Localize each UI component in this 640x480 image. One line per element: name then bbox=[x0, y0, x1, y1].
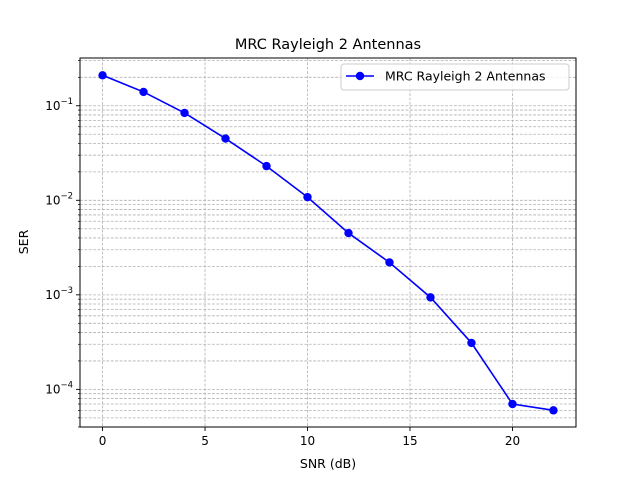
legend: MRC Rayleigh 2 Antennas bbox=[340, 63, 570, 91]
series-layer bbox=[98, 71, 558, 415]
y-tick-label: 10−4 bbox=[45, 380, 73, 396]
x-tick-label: 20 bbox=[505, 434, 520, 448]
data-point bbox=[262, 161, 271, 171]
data-point bbox=[385, 258, 394, 267]
data-point bbox=[549, 406, 558, 415]
data-point bbox=[180, 108, 189, 118]
x-axis-label: SNR (dB) bbox=[300, 456, 356, 471]
data-point bbox=[426, 293, 435, 302]
data-point bbox=[221, 134, 230, 143]
tick-layer: 0 5 10 15 20 10−1 10−2 10−3 10−4 bbox=[45, 60, 520, 448]
legend-marker-swatch bbox=[355, 71, 365, 81]
grid-layer bbox=[80, 58, 576, 428]
plot-frame bbox=[79, 57, 577, 428]
legend-label: MRC Rayleigh 2 Antennas bbox=[385, 69, 546, 84]
data-point bbox=[139, 87, 148, 97]
x-tick-label: 15 bbox=[402, 434, 417, 448]
data-point bbox=[303, 192, 312, 202]
data-point bbox=[344, 228, 353, 238]
legend-box bbox=[340, 63, 570, 91]
data-point bbox=[98, 71, 107, 80]
y-tick-label: 10−2 bbox=[45, 191, 73, 207]
series-line bbox=[102, 74, 554, 412]
data-point bbox=[467, 338, 476, 348]
x-tick-label: 10 bbox=[300, 434, 315, 448]
y-tick-label: 10−3 bbox=[45, 286, 73, 302]
x-tick-label: 0 bbox=[99, 434, 107, 448]
x-tick-label: 5 bbox=[201, 434, 209, 448]
data-point bbox=[508, 399, 517, 409]
y-axis-label: SER bbox=[16, 229, 31, 254]
chart-title: MRC Rayleigh 2 Antennas bbox=[235, 37, 421, 53]
y-tick-label: 10−1 bbox=[45, 97, 73, 113]
